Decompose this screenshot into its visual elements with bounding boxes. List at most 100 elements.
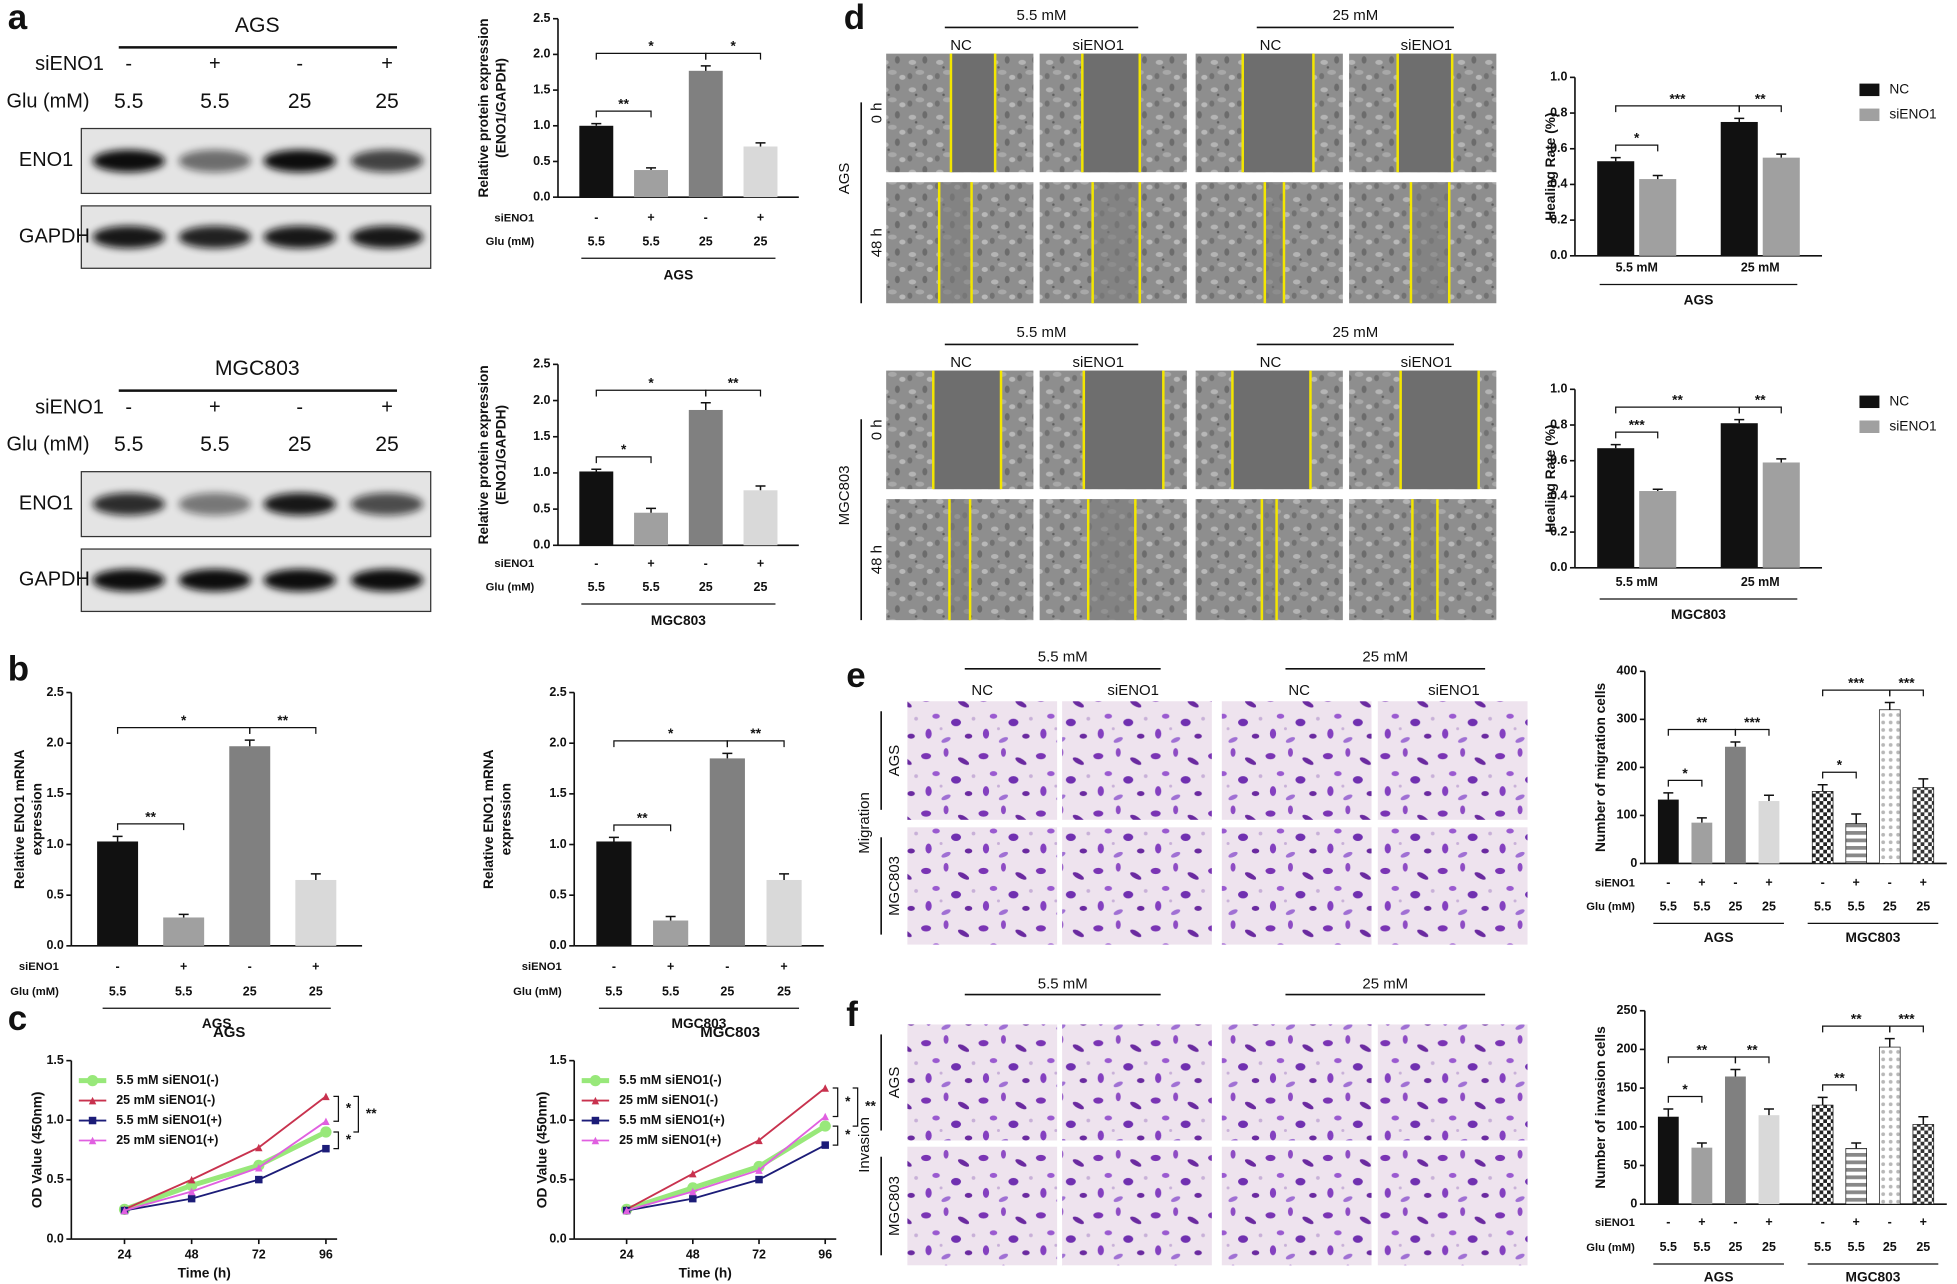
- wound-gap: [1092, 182, 1140, 304]
- bar: [1657, 1116, 1679, 1205]
- cell-label: MGC803: [886, 1176, 903, 1236]
- significance: **: [865, 1099, 876, 1114]
- y-tick-label: 250: [1617, 1003, 1638, 1017]
- bar: [1597, 448, 1635, 568]
- row-value: 25: [699, 580, 713, 594]
- x-tick-label: 25 mM: [1741, 575, 1780, 589]
- error-bar: [591, 122, 602, 126]
- y-tick-label: 1.5: [549, 786, 566, 800]
- group-label: NC: [950, 354, 972, 371]
- significance-bracket: [1615, 431, 1659, 439]
- y-tick-label: 1.5: [47, 1053, 64, 1067]
- error-bar: [722, 752, 733, 759]
- row-value: 5.5: [1693, 1240, 1710, 1254]
- significance-bracket: [1738, 406, 1782, 414]
- error-bar: [646, 167, 657, 171]
- legend-swatch: [1859, 420, 1880, 433]
- concentration: 5.5 mM: [1038, 975, 1088, 992]
- bar: [1725, 1076, 1746, 1205]
- error-bar: [665, 915, 676, 921]
- error-bar: [700, 65, 711, 71]
- error-bar: [1734, 418, 1745, 424]
- row-value: -: [612, 959, 616, 973]
- panel-letter: b: [8, 650, 29, 689]
- significance-bracket: [1734, 728, 1770, 736]
- panel-letter: e: [846, 656, 865, 695]
- x-axis-title: Time (h): [679, 1266, 732, 1281]
- row-value: 5.5: [1693, 899, 1710, 913]
- row-value: 5.5: [642, 580, 659, 594]
- significance-bracket: [333, 1095, 340, 1122]
- y-tick-label: 1.5: [533, 429, 550, 443]
- row-value: 25: [754, 580, 768, 594]
- error-bar: [608, 836, 619, 842]
- cell-label: AGS: [886, 1067, 903, 1099]
- significance: **: [1672, 393, 1683, 408]
- row-value: -: [1888, 876, 1892, 890]
- row-value: 5.5: [642, 234, 659, 248]
- legend-swatch: [1859, 108, 1880, 122]
- group-label: MGC803: [1846, 930, 1901, 945]
- legend-label: NC: [1889, 393, 1909, 408]
- y-tick-label: 0.8: [1550, 417, 1567, 431]
- row-value: 5.5: [588, 234, 605, 248]
- micrograph: [907, 1024, 1058, 1141]
- bar: [766, 879, 802, 946]
- group-label: siENO1: [1401, 354, 1453, 371]
- concentration: 5.5 mM: [1038, 649, 1088, 666]
- marker: [591, 1116, 600, 1125]
- row-value: 25: [1728, 1240, 1742, 1254]
- wound-gap: [933, 370, 1002, 490]
- blot-cell: MGC803: [215, 357, 300, 380]
- significance: *: [1682, 766, 1688, 781]
- concentration: 5.5 mM: [1017, 324, 1067, 341]
- significance-bracket: [852, 1087, 859, 1127]
- row-value: 5.5: [1848, 899, 1865, 913]
- row-value: 5.5: [588, 580, 605, 594]
- bar: [1758, 1115, 1780, 1205]
- significance-bracket: [333, 1131, 340, 1150]
- y-tick-label: 1.0: [47, 837, 64, 851]
- marker: [187, 1187, 196, 1196]
- micrograph: [1062, 1146, 1212, 1266]
- marker: [591, 1136, 600, 1145]
- bar: [1845, 823, 1867, 864]
- row-value: +: [1920, 876, 1927, 890]
- row-value: +: [780, 959, 787, 973]
- significance-bracket: [116, 727, 251, 734]
- row-value: 5.5: [1814, 899, 1831, 913]
- significance: **: [277, 713, 288, 728]
- significance-bracket: [353, 1095, 360, 1133]
- error-bar: [1776, 458, 1787, 463]
- row-value: -: [296, 396, 303, 418]
- bar: [1720, 423, 1758, 568]
- row-value: 5.5: [1848, 1240, 1865, 1254]
- marker: [821, 1112, 829, 1121]
- y-tick-label: 0.0: [533, 538, 550, 552]
- y-tick-label: 0.5: [533, 154, 550, 168]
- bar: [1811, 791, 1834, 864]
- error-bar: [1652, 488, 1663, 492]
- y-tick-label: 0.0: [549, 938, 566, 952]
- significance: **: [1697, 1042, 1708, 1057]
- x-tick-label: 96: [319, 1248, 333, 1262]
- bar: [596, 841, 632, 946]
- row-label: siENO1: [494, 212, 534, 224]
- blot-band: [263, 492, 336, 516]
- y-tick-label: 0.5: [47, 1172, 64, 1186]
- band-label: ENO1: [19, 149, 73, 171]
- bar: [1912, 1124, 1935, 1205]
- group-label: NC: [1260, 37, 1282, 54]
- marker: [819, 1120, 831, 1132]
- marker: [821, 1084, 829, 1092]
- significance: *: [648, 376, 654, 391]
- bar: [1912, 787, 1935, 864]
- row-value: 25: [288, 90, 312, 113]
- y-tick-label: 0.0: [47, 1231, 64, 1245]
- y-tick-label: 1.0: [1550, 382, 1567, 396]
- significance: **: [1834, 1070, 1845, 1085]
- row-value: 25: [1728, 899, 1742, 913]
- wound-gap: [1400, 370, 1479, 490]
- significance-bracket: [116, 823, 185, 831]
